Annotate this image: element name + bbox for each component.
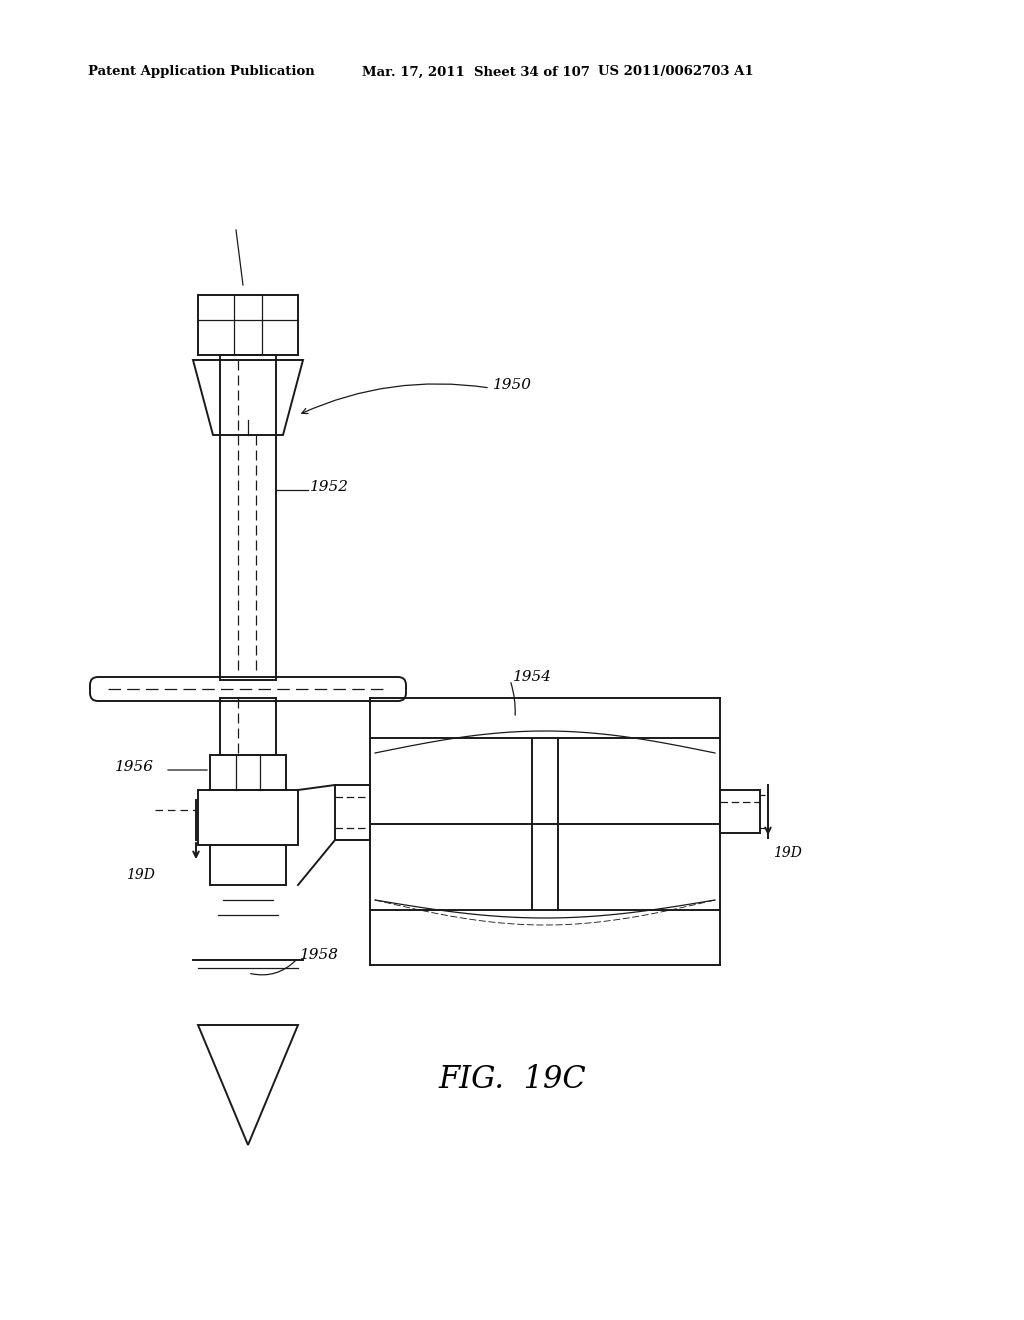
Text: 19D: 19D xyxy=(773,846,802,861)
Text: 1954: 1954 xyxy=(513,671,552,684)
Text: FIG.  19C: FIG. 19C xyxy=(438,1064,586,1096)
Bar xyxy=(210,755,286,789)
Text: Mar. 17, 2011  Sheet 34 of 107: Mar. 17, 2011 Sheet 34 of 107 xyxy=(362,66,590,78)
Bar xyxy=(198,789,298,845)
Bar xyxy=(220,698,276,755)
Text: 1956: 1956 xyxy=(115,760,154,774)
Text: 1952: 1952 xyxy=(310,480,349,494)
Bar xyxy=(220,355,276,680)
Text: 1958: 1958 xyxy=(300,948,339,962)
Bar xyxy=(210,845,286,884)
Bar xyxy=(198,294,298,355)
Text: 1950: 1950 xyxy=(493,378,532,392)
Text: US 2011/0062703 A1: US 2011/0062703 A1 xyxy=(598,66,754,78)
Text: Patent Application Publication: Patent Application Publication xyxy=(88,66,314,78)
Bar xyxy=(720,789,760,833)
Text: 19D: 19D xyxy=(126,869,155,882)
Bar xyxy=(335,785,370,840)
